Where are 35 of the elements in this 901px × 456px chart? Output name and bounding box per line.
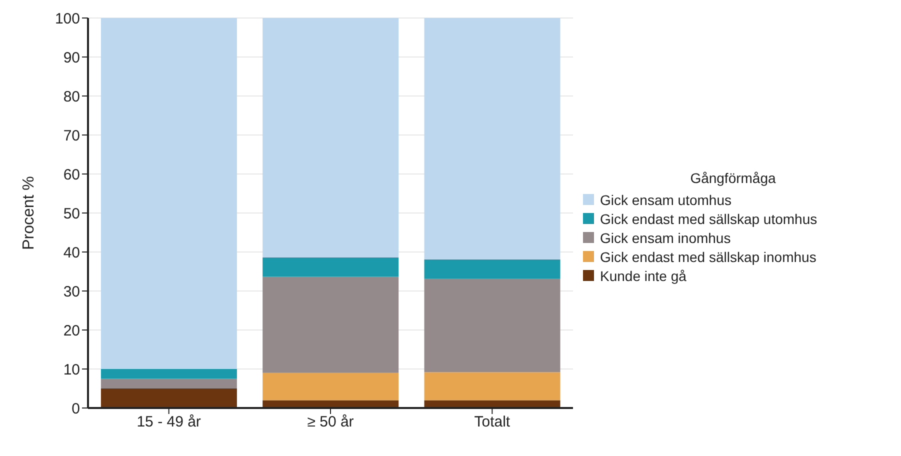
- legend-label: Gick ensam utomhus: [600, 192, 732, 208]
- bar: [424, 18, 560, 260]
- legend-label: Kunde inte gå: [600, 268, 686, 284]
- y-tick-label: 0: [72, 400, 80, 418]
- legend-label: Gick endast med sällskap inomhus: [600, 248, 816, 264]
- y-tick-label: 100: [54, 10, 80, 28]
- y-tick-label: 90: [63, 49, 80, 66]
- x-tick-label: Totalt: [474, 414, 511, 431]
- bar: [424, 278, 560, 372]
- y-axis-title: Procent %: [20, 176, 38, 250]
- y-tick-label: 80: [63, 88, 80, 106]
- x-tick-label: 15 - 49 år: [136, 414, 201, 431]
- bar: [262, 276, 399, 373]
- bar: [262, 400, 399, 408]
- bar: [262, 257, 399, 277]
- y-tick-label: 60: [63, 166, 80, 184]
- bar: [100, 378, 237, 388]
- legend-label: Gick endast med sällskap utomhus: [600, 210, 818, 226]
- y-tick-label: 70: [63, 127, 80, 144]
- y-tick-label: 10: [63, 361, 80, 378]
- bar: [100, 18, 237, 369]
- bar: [424, 400, 560, 408]
- x-tick-label: ≥ 50 år: [307, 414, 354, 431]
- bar: [424, 372, 560, 400]
- y-tick-label: 40: [63, 244, 80, 262]
- legend-label: Gick ensam inomhus: [600, 230, 731, 246]
- bar: [262, 18, 399, 258]
- bar: [100, 388, 237, 408]
- bar: [262, 372, 399, 400]
- bar: [424, 259, 560, 279]
- y-tick-label: 50: [63, 205, 80, 222]
- bar: [100, 369, 237, 379]
- legend-title: Gångförmåga: [689, 170, 777, 186]
- y-tick-label: 20: [63, 322, 80, 340]
- y-tick-label: 30: [63, 283, 80, 300]
